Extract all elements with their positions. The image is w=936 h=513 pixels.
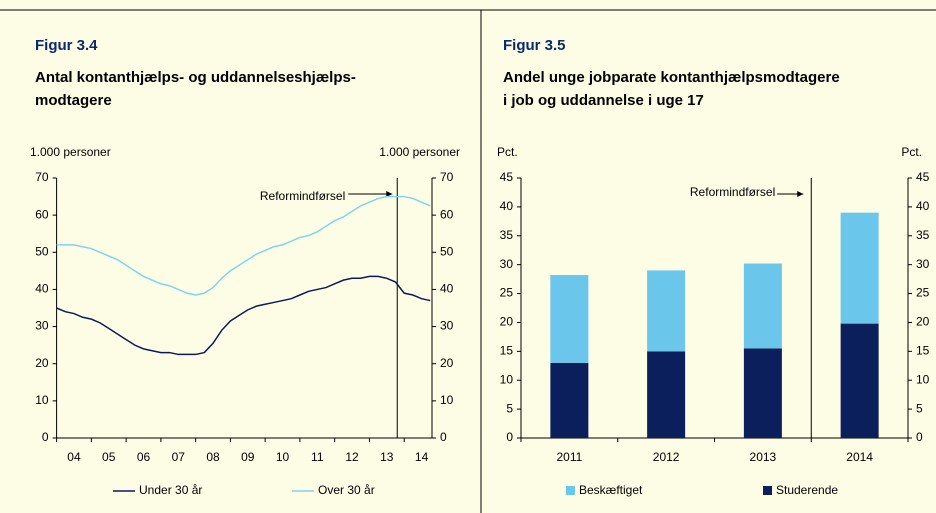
chart-subtitle: i job og uddannelse i uge 17 xyxy=(503,92,704,109)
bar-segment xyxy=(840,323,879,438)
y2-tick-label: 30 xyxy=(916,257,930,271)
legend-swatch xyxy=(763,486,772,495)
x-tick-label: 04 xyxy=(67,450,81,464)
y2-tick-label: 0 xyxy=(916,430,923,444)
y-tick-label: 20 xyxy=(500,315,514,329)
y2-tick-label: 15 xyxy=(916,344,930,358)
y2-tick-label: 30 xyxy=(440,319,454,333)
x-tick-label: 14 xyxy=(415,450,429,464)
chart-subtitle: modtagere xyxy=(35,92,112,109)
y-tick-label: 30 xyxy=(35,319,49,333)
y-tick-label: 25 xyxy=(500,286,514,300)
x-tick-label: 05 xyxy=(102,450,116,464)
x-tick-label: 06 xyxy=(137,450,151,464)
y2-tick-label: 0 xyxy=(440,430,447,444)
bar-segment xyxy=(550,362,589,438)
x-tick-label: 09 xyxy=(241,450,255,464)
x-tick-label: 2011 xyxy=(556,450,582,464)
bar-segment xyxy=(743,348,782,438)
y2-axis-label: Pct. xyxy=(901,145,922,159)
x-tick-label: 2014 xyxy=(846,450,873,464)
y-axis-label: Pct. xyxy=(497,145,518,159)
legend-label: Under 30 år xyxy=(139,483,202,497)
x-tick-label: 2013 xyxy=(750,450,777,464)
y-tick-label: 0 xyxy=(506,430,513,444)
line-series xyxy=(56,275,431,356)
legend-label: Beskæftiget xyxy=(579,483,643,497)
legend-label: Studerende xyxy=(776,483,838,497)
y-tick-label: 5 xyxy=(506,401,513,415)
y2-tick-label: 10 xyxy=(916,372,930,386)
arrow-head xyxy=(797,191,804,197)
line-series xyxy=(56,195,431,296)
y2-tick-label: 45 xyxy=(916,170,930,184)
x-tick-label: 07 xyxy=(172,450,186,464)
y2-tick-label: 25 xyxy=(916,286,930,300)
chart-subtitle: Andel unge jobparate kontanthjælpsmodtag… xyxy=(503,69,840,86)
y-tick-label: 35 xyxy=(500,228,514,242)
y2-tick-label: 20 xyxy=(440,356,454,370)
chart-title: Figur 3.4 xyxy=(35,37,98,54)
y-tick-label: 10 xyxy=(35,393,49,407)
y-tick-label: 15 xyxy=(500,344,514,358)
x-tick-label: 11 xyxy=(311,450,324,464)
y-tick-label: 50 xyxy=(35,244,49,258)
legend-label: Over 30 år xyxy=(318,483,375,497)
bar-segment xyxy=(647,351,686,438)
y2-tick-label: 20 xyxy=(916,315,930,329)
bar-segment xyxy=(743,263,782,349)
arrow-head xyxy=(386,191,393,197)
y-tick-label: 10 xyxy=(500,372,514,386)
y-axis-label: 1.000 personer xyxy=(30,145,111,159)
y-tick-label: 60 xyxy=(35,207,49,221)
bar-segment xyxy=(840,212,879,324)
chart-subtitle: Antal kontanthjælps- og uddannelseshjælp… xyxy=(35,69,356,86)
chart-title: Figur 3.5 xyxy=(503,37,566,54)
y-tick-label: 45 xyxy=(500,170,514,184)
legend-swatch xyxy=(566,486,575,495)
y-tick-label: 40 xyxy=(35,282,49,296)
y2-tick-label: 10 xyxy=(440,393,454,407)
y2-axis-label: 1.000 personer xyxy=(379,145,460,159)
y2-tick-label: 70 xyxy=(440,170,454,184)
bar-segment xyxy=(550,275,589,363)
y2-tick-label: 40 xyxy=(440,282,454,296)
x-tick-label: 13 xyxy=(380,450,394,464)
annotation: Reformindførsel xyxy=(260,189,345,203)
bar-segment xyxy=(647,270,686,352)
y-tick-label: 20 xyxy=(35,356,49,370)
annotation: Reformindførsel xyxy=(690,185,775,199)
y-tick-label: 70 xyxy=(35,170,49,184)
y2-tick-label: 40 xyxy=(916,199,930,213)
x-tick-label: 2012 xyxy=(653,450,680,464)
x-tick-label: 10 xyxy=(276,450,290,464)
x-tick-label: 08 xyxy=(206,450,220,464)
y2-tick-label: 35 xyxy=(916,228,930,242)
y-tick-label: 40 xyxy=(500,199,514,213)
x-tick-label: 12 xyxy=(345,450,359,464)
y2-tick-label: 5 xyxy=(916,401,923,415)
y2-tick-label: 60 xyxy=(440,207,454,221)
y-tick-label: 30 xyxy=(500,257,514,271)
y2-tick-label: 50 xyxy=(440,244,454,258)
y-tick-label: 0 xyxy=(42,430,49,444)
